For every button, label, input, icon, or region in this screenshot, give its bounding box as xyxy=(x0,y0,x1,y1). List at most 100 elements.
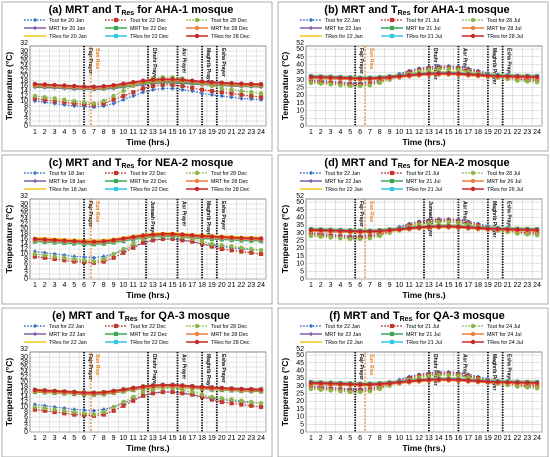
legend-label: TRes for 22 Jan xyxy=(49,340,87,346)
legend-marker xyxy=(389,339,395,345)
x-tick-label: 14 xyxy=(435,282,443,289)
y-tick-label: 28 xyxy=(20,206,28,213)
x-tick-label: 10 xyxy=(396,435,404,442)
x-tick-label: 20 xyxy=(494,129,502,136)
data-point xyxy=(160,82,165,87)
data-point xyxy=(101,390,106,395)
legend-marker xyxy=(470,178,476,184)
chart-title-sub: Res xyxy=(398,163,411,170)
x-tick-label: 15 xyxy=(445,435,453,442)
y-tick-label: 8 xyxy=(24,409,28,416)
data-point xyxy=(170,231,175,237)
data-point xyxy=(170,236,175,242)
x-tick-label: 14 xyxy=(435,129,443,136)
x-tick-label: 22 xyxy=(238,129,246,136)
data-point xyxy=(387,227,392,233)
data-point xyxy=(318,387,323,392)
data-point xyxy=(62,102,67,107)
prayer-label: Maghrib Prayer xyxy=(491,354,497,390)
data-point xyxy=(495,379,500,385)
y-tick-label: 20 xyxy=(296,398,304,405)
legend-marker xyxy=(308,25,314,31)
x-tick-label: 13 xyxy=(149,435,157,442)
legend-label: TRes for 22 Jan xyxy=(325,34,363,40)
data-point xyxy=(466,378,471,383)
data-point xyxy=(348,75,353,81)
legend-entry: MRT for 21 Jul xyxy=(381,179,441,185)
data-point xyxy=(150,238,156,243)
x-tick-label: 16 xyxy=(455,435,463,442)
data-point xyxy=(52,237,57,243)
data-point xyxy=(209,92,215,97)
data-point xyxy=(91,239,97,244)
data-point xyxy=(81,100,87,105)
data-point xyxy=(42,82,47,87)
prayer-label: Asr Prayer xyxy=(461,201,467,226)
chart-title-main: (f) MRT and T xyxy=(329,310,400,322)
data-point xyxy=(101,409,106,415)
x-tick-label: 17 xyxy=(188,435,196,442)
x-tick-label: 7 xyxy=(92,282,96,289)
data-point xyxy=(150,87,156,92)
y-tick-label: 8 xyxy=(24,256,28,263)
data-point xyxy=(81,411,87,416)
data-point xyxy=(131,234,136,240)
data-point xyxy=(308,80,314,86)
x-tick-label: 24 xyxy=(533,129,541,136)
x-tick-label: 2 xyxy=(319,435,323,442)
data-point xyxy=(101,259,106,264)
data-point xyxy=(534,232,540,238)
x-axis-label: Time (hrs.) xyxy=(402,137,445,147)
data-point xyxy=(219,399,224,405)
x-tick-label: 21 xyxy=(228,282,236,289)
chart-title-sub: Res xyxy=(121,163,134,170)
chart-title: (c) MRT and TRes for NEA-2 mosque xyxy=(49,157,234,170)
data-point xyxy=(534,380,540,385)
series xyxy=(308,224,540,234)
data-point xyxy=(131,80,136,85)
x-tick-label: 14 xyxy=(435,435,443,442)
x-tick-label: 1 xyxy=(33,129,37,136)
x-tick-label: 15 xyxy=(169,435,177,442)
y-tick-label: 22 xyxy=(20,221,28,228)
y-tick-label: 0 xyxy=(300,276,304,283)
data-point xyxy=(209,88,215,94)
data-point xyxy=(121,97,126,102)
data-point xyxy=(62,408,67,413)
y-tick-label: 16 xyxy=(20,389,28,396)
data-point xyxy=(160,231,165,237)
y-tick-label: 35 xyxy=(296,222,304,229)
legend-marker xyxy=(113,33,119,39)
data-point xyxy=(72,256,77,262)
x-tick-label: 16 xyxy=(455,282,463,289)
data-point xyxy=(91,259,97,264)
x-tick-label: 13 xyxy=(149,282,157,289)
data-point xyxy=(308,386,314,392)
legend-label: MRT for 21 Jul xyxy=(406,26,441,32)
data-point xyxy=(190,233,195,238)
legend-entry: MRT for 22 Dec xyxy=(105,26,168,32)
data-point xyxy=(121,399,126,405)
data-point xyxy=(62,97,67,102)
y-tick-label: 20 xyxy=(296,92,304,99)
data-point xyxy=(377,228,382,234)
prayer-label: Maghrib Prayer xyxy=(491,201,497,237)
data-point xyxy=(495,73,500,79)
data-point xyxy=(62,389,67,394)
data-point xyxy=(101,101,106,106)
y-top-label: 32 xyxy=(20,346,28,353)
legend-label: Tout for 22 Jan xyxy=(325,324,360,330)
data-point xyxy=(52,388,57,394)
data-point xyxy=(308,227,314,232)
chart-title-rest: for QA-3 mosque xyxy=(412,310,504,322)
chart-title-rest: for AHA-1 mosque xyxy=(410,4,509,16)
data-point xyxy=(387,380,392,386)
data-point xyxy=(140,78,146,83)
x-tick-label: 12 xyxy=(139,129,147,136)
y-tick-label: 30 xyxy=(296,230,304,237)
legend-entry: Tout for 22 Jan xyxy=(24,324,84,330)
data-point xyxy=(52,101,57,106)
